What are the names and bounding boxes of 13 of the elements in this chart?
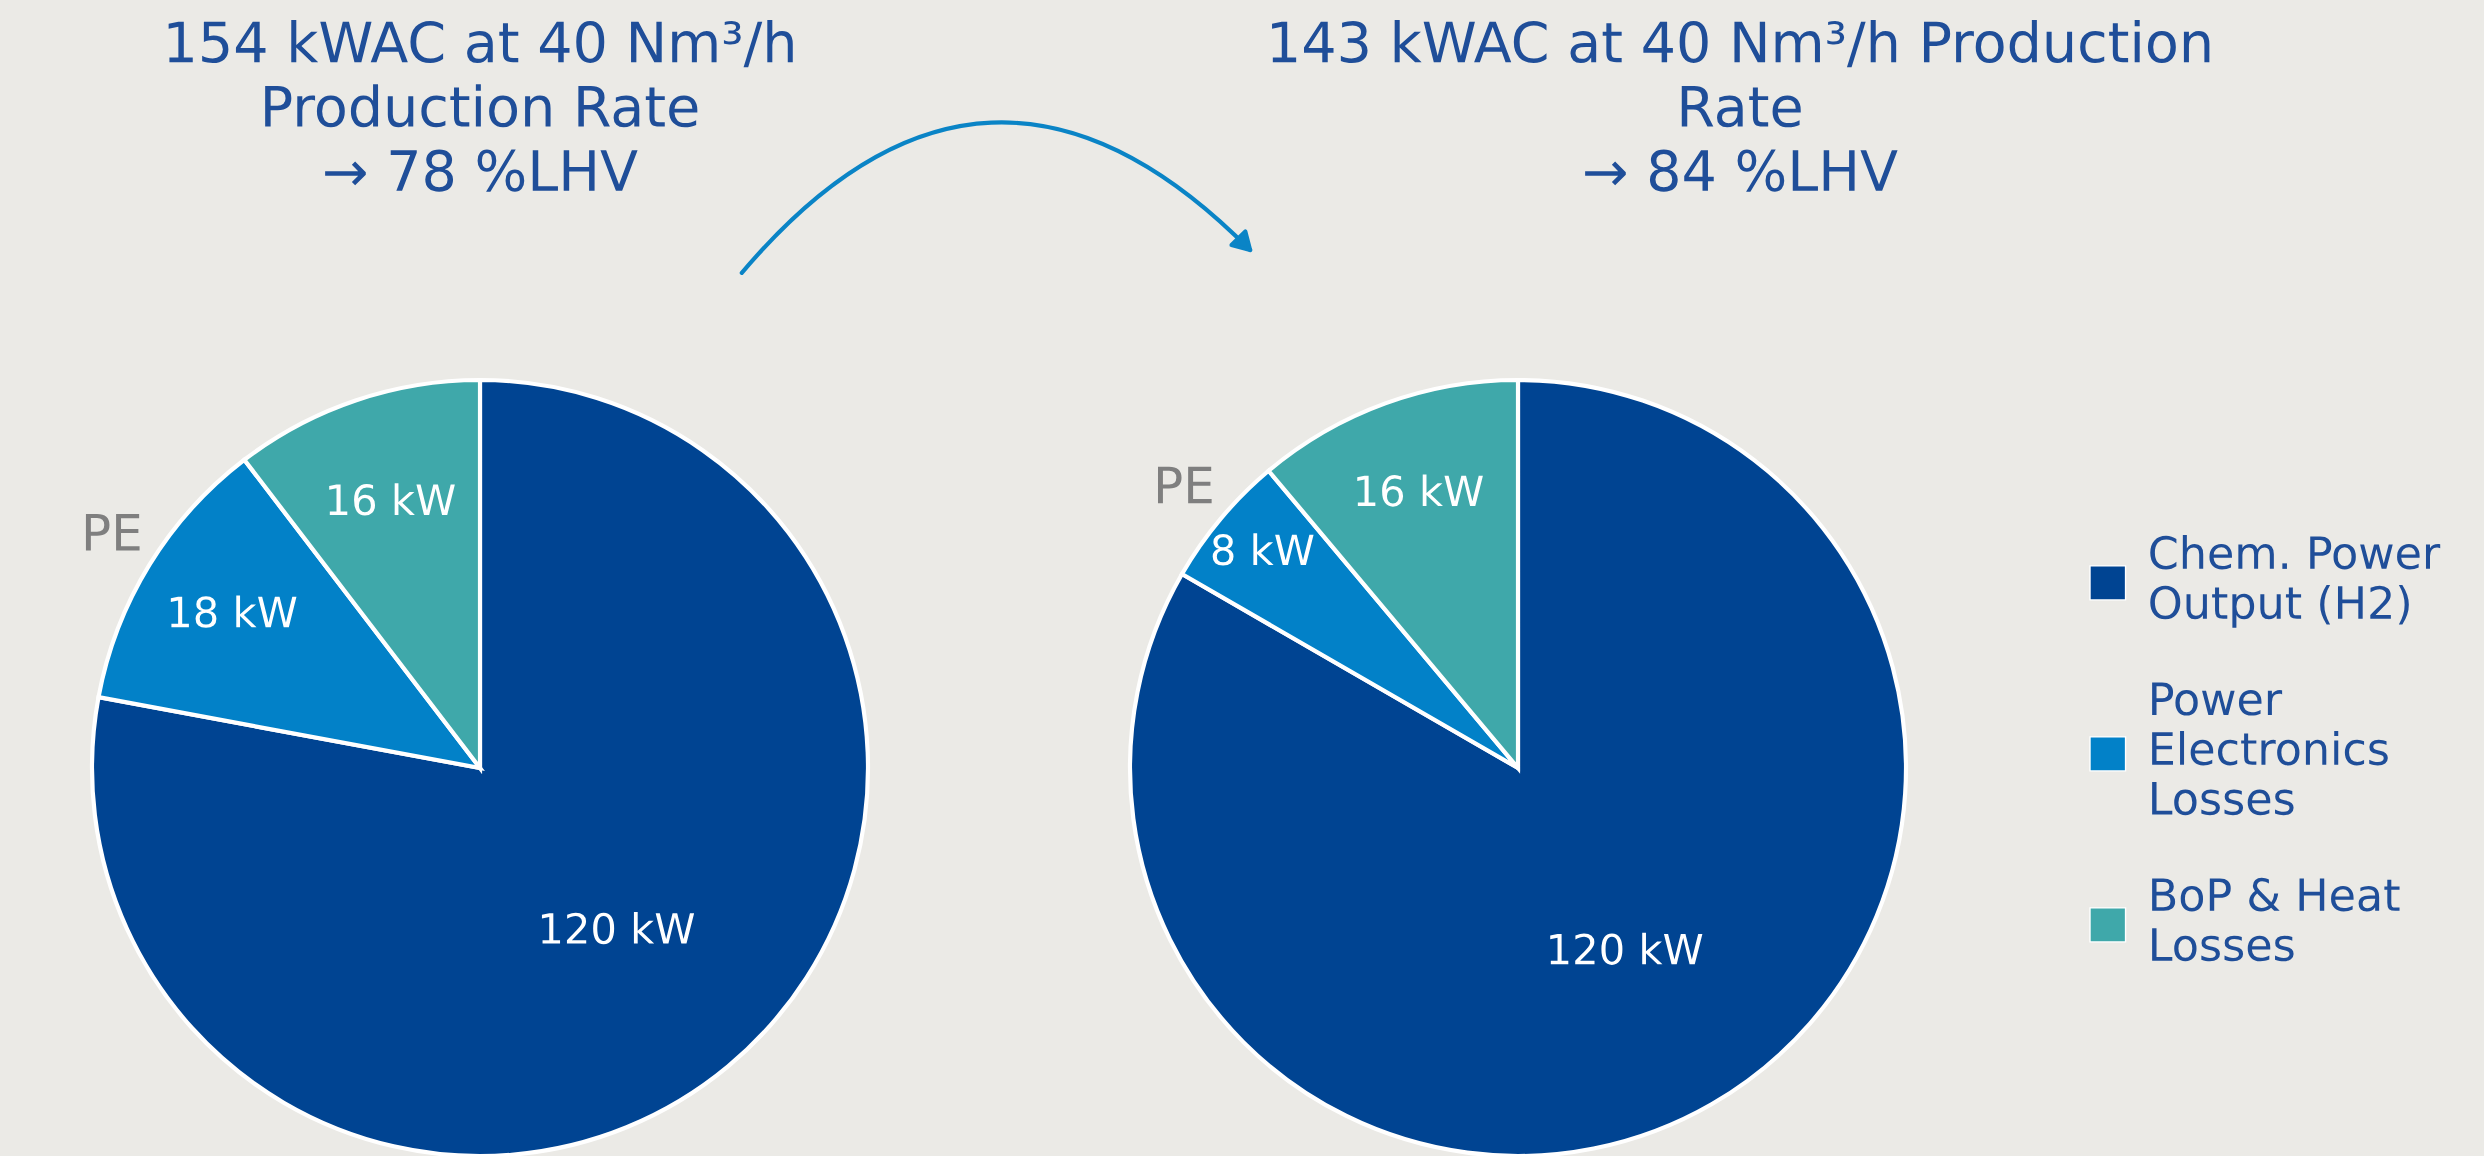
data-label: 16 kW <box>1357 474 1483 507</box>
data-label: 120 kW <box>1550 932 1703 965</box>
data-label: 8 kW <box>1212 533 1314 566</box>
data-label: 18 kW <box>170 595 297 628</box>
chart-title: 143 kWAC at 40 Nm³/h Production Rate → 84 %LHV <box>1272 20 2210 192</box>
text: PE <box>85 514 140 551</box>
legend-label: Power Electronics Losses <box>2152 682 2388 816</box>
legend-label: BoP & Heat Losses <box>2152 877 2400 962</box>
legend-label: Chem. Power Output (H2) <box>2150 535 2441 628</box>
chart-title: 154 kWAC at 40 Nm³/h Production Rate → 78 %LHV <box>168 20 793 192</box>
text: PE <box>1157 466 1212 504</box>
data-label: 16 kW <box>329 483 455 516</box>
data-label: 120 kW <box>541 911 695 945</box>
